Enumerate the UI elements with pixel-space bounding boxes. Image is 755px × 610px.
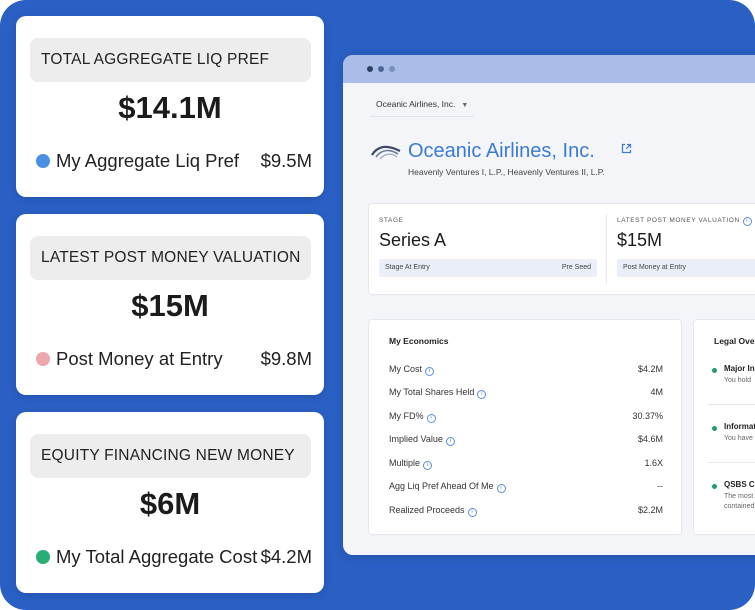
economics-label: My Cost bbox=[389, 364, 423, 374]
card-sub-label: My Total Aggregate Cost bbox=[56, 546, 258, 567]
card-title: TOTAL AGGREGATE LIQ PREF bbox=[30, 38, 311, 82]
stat-card-valuation: LATEST POST MONEY VALUATION $15M Post Mo… bbox=[16, 214, 324, 395]
legal-item-text: You hold bbox=[724, 377, 751, 384]
window-dot-icon[interactable] bbox=[367, 66, 373, 72]
valuation-entry-row: Post Money at Entry bbox=[617, 259, 755, 277]
browser-window: Oceanic Airlines, Inc. ▼ Oceanic Airlines… bbox=[343, 55, 755, 555]
stage-caption: STAGE bbox=[379, 217, 404, 224]
card-value: $15M bbox=[131, 288, 209, 323]
economics-panel: My Economics My Cost i $4.2M My Total Sha… bbox=[368, 319, 682, 535]
divider bbox=[708, 404, 755, 405]
company-logo-icon bbox=[371, 145, 401, 160]
economics-value: $4.6M bbox=[637, 434, 663, 444]
economics-row: My Cost i $4.2M bbox=[389, 364, 663, 378]
legal-panel: Legal Over Major In You hold Informat Yo… bbox=[693, 319, 755, 535]
status-dot bbox=[712, 484, 717, 489]
economics-label: Agg Liq Pref Ahead Of Me bbox=[389, 481, 494, 491]
window-dot-icon[interactable] bbox=[389, 66, 395, 72]
economics-row: My Total Shares Held i 4M bbox=[389, 387, 663, 401]
valuation-entry-label: Post Money at Entry bbox=[623, 264, 687, 271]
stage-value: Series A bbox=[379, 230, 447, 250]
stage-entry-row: Stage At Entry Pre Seed bbox=[379, 259, 597, 277]
external-link-icon[interactable] bbox=[621, 143, 632, 154]
legal-item-title: Informat bbox=[724, 422, 755, 431]
legend-dot bbox=[36, 352, 50, 366]
divider bbox=[708, 462, 755, 463]
legal-item-text: contained bbox=[724, 503, 755, 510]
economics-label: Realized Proceeds bbox=[389, 505, 465, 515]
economics-row: Implied Value i $4.6M bbox=[389, 434, 663, 448]
card-sub-value: $9.8M bbox=[260, 348, 312, 369]
info-icon[interactable]: i bbox=[477, 390, 487, 399]
economics-label: Multiple bbox=[389, 458, 421, 468]
valuation-caption: LATEST POST MONEY VALUATION i bbox=[617, 217, 752, 226]
info-icon[interactable]: i bbox=[445, 437, 455, 446]
card-title: LATEST POST MONEY VALUATION bbox=[30, 236, 311, 280]
legal-item-text: The most bbox=[724, 493, 754, 500]
info-icon[interactable]: i bbox=[467, 508, 477, 517]
economics-value: $2.2M bbox=[637, 505, 663, 515]
window-dot-icon[interactable] bbox=[378, 66, 384, 72]
stage-panel: STAGE Series A Stage At Entry Pre Seed L… bbox=[368, 203, 755, 295]
economics-label: Implied Value bbox=[389, 434, 443, 444]
card-sub-row: My Aggregate Liq Pref $9.5M bbox=[36, 150, 312, 172]
info-icon[interactable]: i bbox=[425, 367, 435, 376]
economics-value: 1.6X bbox=[644, 458, 663, 468]
info-icon[interactable]: i bbox=[742, 217, 752, 226]
company-select-value: Oceanic Airlines, Inc. bbox=[376, 99, 456, 109]
legal-item-title: QSBS C bbox=[724, 480, 755, 489]
valuation-value: $15M bbox=[617, 230, 663, 250]
chevron-down-icon: ▼ bbox=[461, 102, 469, 109]
economics-label: My FD% bbox=[389, 411, 424, 421]
economics-row: My FD% i 30.37% bbox=[389, 411, 663, 425]
card-sub-value: $9.5M bbox=[260, 150, 312, 171]
legal-item-title: Major In bbox=[724, 364, 755, 373]
stat-card-equity-financing: EQUITY FINANCING NEW MONEY $6M My Total … bbox=[16, 412, 324, 593]
valuation-caption-text: LATEST POST MONEY VALUATION bbox=[617, 217, 740, 224]
legal-title: Legal Over bbox=[714, 336, 755, 346]
divider bbox=[606, 214, 607, 284]
economics-value: 30.37% bbox=[632, 411, 663, 421]
card-title: EQUITY FINANCING NEW MONEY bbox=[30, 434, 311, 478]
economics-title: My Economics bbox=[389, 336, 449, 346]
economics-value: -- bbox=[657, 481, 663, 491]
info-icon[interactable]: i bbox=[423, 461, 433, 470]
card-sub-value: $4.2M bbox=[260, 546, 312, 567]
economics-value: $4.2M bbox=[637, 364, 663, 374]
page-content: Oceanic Airlines, Inc. ▼ Oceanic Airlines… bbox=[348, 83, 755, 555]
economics-label: My Total Shares Held bbox=[389, 387, 475, 397]
status-dot bbox=[712, 368, 717, 373]
company-select[interactable]: Oceanic Airlines, Inc. ▼ bbox=[370, 91, 475, 117]
card-sub-label: Post Money at Entry bbox=[56, 348, 223, 369]
economics-row: Multiple i 1.6X bbox=[389, 458, 663, 472]
economics-value: 4M bbox=[650, 387, 663, 397]
card-sub-label: My Aggregate Liq Pref bbox=[56, 150, 240, 171]
browser-title-bar bbox=[343, 55, 755, 83]
status-dot bbox=[712, 426, 717, 431]
stage-entry-label: Stage At Entry bbox=[385, 264, 430, 271]
stat-card-liq-pref: TOTAL AGGREGATE LIQ PREF $14.1M My Aggre… bbox=[16, 16, 324, 197]
info-icon[interactable]: i bbox=[426, 414, 436, 423]
card-sub-row: Post Money at Entry $9.8M bbox=[36, 348, 312, 370]
card-value: $14.1M bbox=[118, 90, 222, 125]
stage-entry-value: Pre Seed bbox=[561, 264, 591, 271]
economics-row: Realized Proceeds i $2.2M bbox=[389, 505, 663, 519]
legend-dot bbox=[36, 154, 50, 168]
legend-dot bbox=[36, 550, 50, 564]
card-sub-row: My Total Aggregate Cost $4.2M bbox=[36, 546, 312, 568]
company-name: Oceanic Airlines, Inc. bbox=[408, 140, 595, 162]
fund-list: Heavenly Ventures I, L.P., Heavenly Vent… bbox=[408, 167, 605, 177]
card-value: $6M bbox=[139, 486, 201, 521]
info-icon[interactable]: i bbox=[496, 484, 506, 493]
economics-row: Agg Liq Pref Ahead Of Me i -- bbox=[389, 481, 663, 495]
legal-item-text: You have bbox=[724, 435, 753, 442]
